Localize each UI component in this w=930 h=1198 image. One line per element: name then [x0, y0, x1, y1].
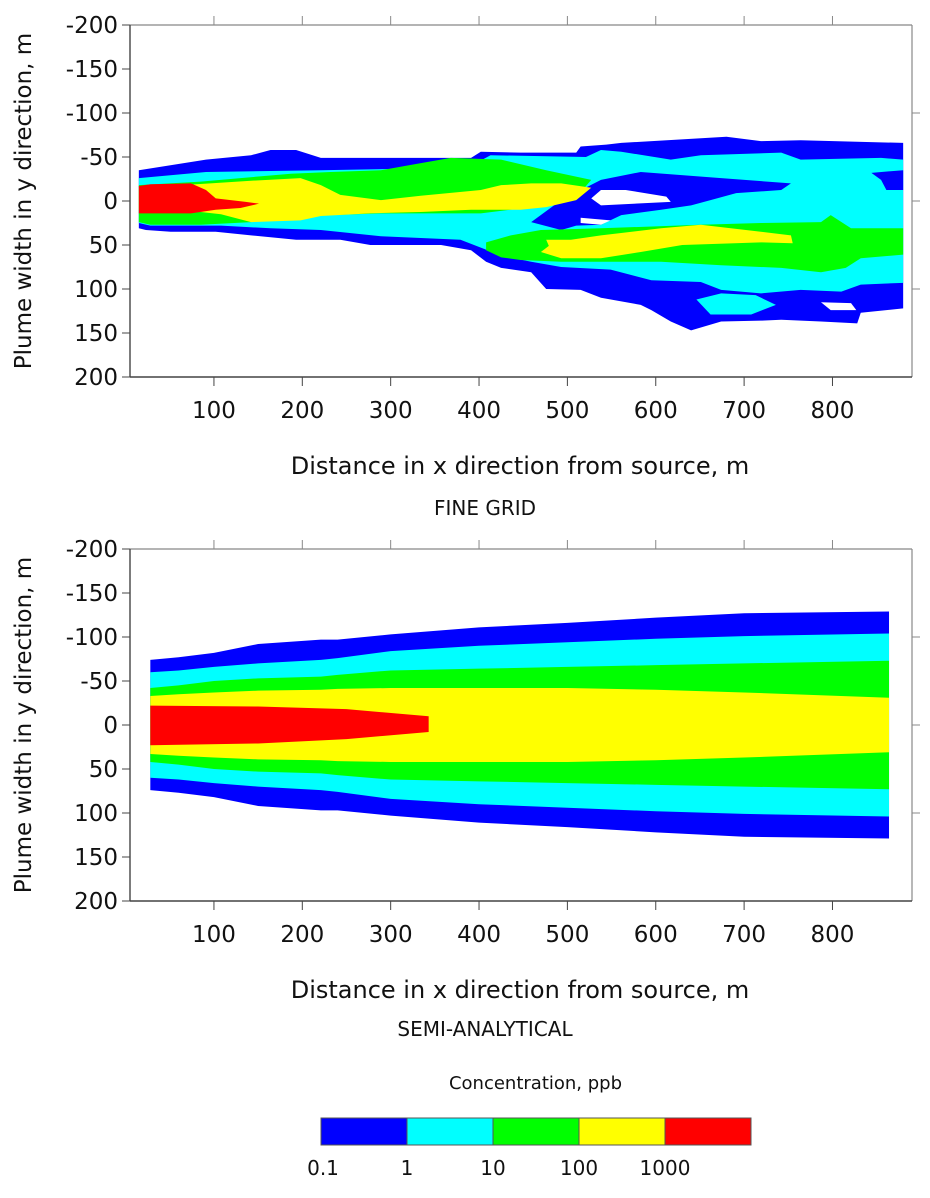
contour-region->1000	[150, 705, 429, 746]
x-tick-label: 800	[811, 922, 855, 948]
colorbar-swatch	[406, 1117, 494, 1146]
x-tick-label: 300	[369, 398, 413, 424]
top-x-axis-title: Distance in x direction from source, m	[290, 452, 750, 480]
colorbar-label: 10	[480, 1156, 506, 1180]
contour-region-100-1000	[540, 224, 793, 259]
x-tick-label: 700	[722, 398, 766, 424]
x-tick-label: 400	[457, 398, 501, 424]
x-tick-label: 400	[457, 922, 501, 948]
x-tick-label: 500	[545, 398, 589, 424]
y-tick-label: 50	[89, 757, 118, 783]
x-tick-label: 700	[722, 922, 766, 948]
y-tick-label: -150	[66, 581, 118, 607]
y-tick-label: -200	[66, 13, 118, 39]
y-tick-label: -100	[66, 625, 118, 651]
x-tick-label: 200	[280, 922, 324, 948]
colorbar-label: 100	[559, 1156, 599, 1180]
x-tick-label: 300	[369, 922, 413, 948]
y-tick-label: 0	[103, 189, 118, 215]
colorbar-swatch	[320, 1117, 408, 1146]
contour-region-<0.1	[820, 302, 857, 311]
y-tick-label: -200	[66, 537, 118, 563]
y-tick-label: -100	[66, 101, 118, 127]
top-plot-subtitle: FINE GRID	[433, 496, 537, 520]
x-tick-label: 600	[634, 922, 678, 948]
colorbar-swatch	[664, 1117, 752, 1146]
contour-region-100-1000	[138, 178, 592, 223]
x-tick-label: 600	[634, 398, 678, 424]
contour-region-<0.1	[591, 190, 671, 206]
y-tick-label: 200	[74, 365, 118, 391]
colorbar-label: 1000	[639, 1156, 691, 1180]
colorbar-label: 1	[400, 1156, 414, 1180]
x-tick-label: 100	[192, 398, 236, 424]
contour-region-0.1-1	[871, 170, 904, 190]
contour-region->1000	[138, 183, 260, 214]
y-tick-label: -50	[80, 669, 118, 695]
y-tick-label: 100	[74, 801, 118, 827]
contour-band-100-1000	[150, 688, 890, 762]
x-tick-label: 500	[545, 922, 589, 948]
contour-region-<0.1	[580, 217, 611, 225]
bottom-x-axis-title: Distance in x direction from source, m	[290, 976, 750, 1004]
colorbar-swatch	[492, 1117, 580, 1146]
y-tick-label: 150	[74, 321, 118, 347]
y-tick-label: 150	[74, 845, 118, 871]
y-tick-label: 100	[74, 277, 118, 303]
colorbar-title: Concentration, ppb	[448, 1073, 623, 1094]
colorbar-label: 0.1	[307, 1156, 339, 1180]
y-tick-label: -50	[80, 145, 118, 171]
top-y-axis-title: Plume width in y direction, m	[11, 32, 37, 370]
y-tick-label: -150	[66, 57, 118, 83]
y-tick-label: 50	[89, 233, 118, 259]
bottom-y-axis-title: Plume width in y direction, m	[11, 556, 37, 894]
x-tick-label: 100	[192, 922, 236, 948]
contour-region-1-10	[696, 293, 776, 315]
x-tick-label: 200	[280, 398, 324, 424]
x-tick-label: 800	[811, 398, 855, 424]
colorbar-swatch	[578, 1117, 666, 1146]
y-tick-label: 0	[103, 713, 118, 739]
bottom-plot-subtitle: SEMI-ANALYTICAL	[397, 1017, 573, 1041]
y-tick-label: 200	[74, 889, 118, 915]
